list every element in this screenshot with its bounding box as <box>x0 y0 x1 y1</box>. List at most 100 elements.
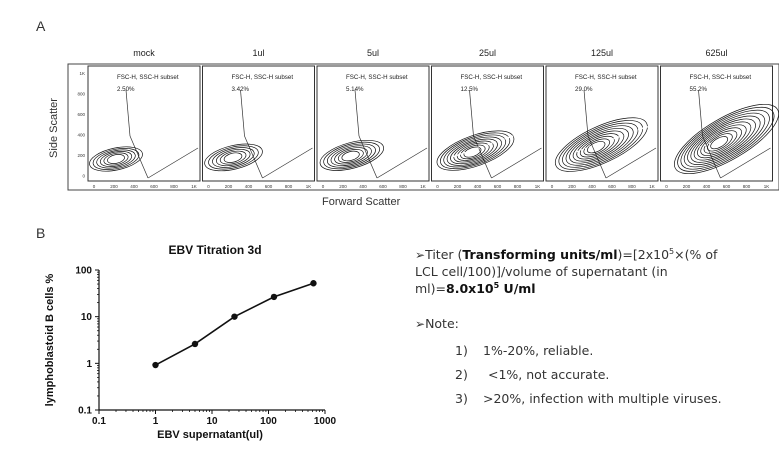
y-tick-label: 10 <box>81 312 93 323</box>
contour-ring <box>334 147 368 165</box>
contour-speck <box>597 143 599 146</box>
facs-xtick: 1K <box>420 184 426 189</box>
contour-speck <box>593 144 595 147</box>
note-label: Note: <box>425 316 459 331</box>
contour-speck <box>741 130 744 133</box>
contour-ring <box>96 149 136 169</box>
note-num: 1) <box>455 343 468 358</box>
contour-speck <box>613 137 616 140</box>
contour-ring <box>558 120 644 170</box>
facs-xtick: 400 <box>703 184 711 189</box>
facs-xtick: 0 <box>665 184 668 189</box>
facs-plot-frame <box>545 65 659 182</box>
contour-ring <box>212 147 255 168</box>
contour-ring <box>456 142 490 161</box>
contour-speck <box>453 155 455 158</box>
x-tick-label: 0.1 <box>92 416 106 427</box>
contour-ring <box>223 152 243 163</box>
facs-xtick: 200 <box>454 184 462 189</box>
contour-speck <box>727 135 730 138</box>
gate-percent: 55.2% <box>690 86 708 93</box>
y-tick-label: 0.1 <box>78 406 92 417</box>
facs-xtick: 400 <box>474 184 482 189</box>
note-text: <1%, not accurate. <box>488 367 610 382</box>
contour-speck <box>487 143 490 146</box>
contour-speck <box>504 137 507 140</box>
contour-speck <box>580 149 583 151</box>
gate-line <box>469 89 474 137</box>
contour-ring <box>99 151 133 167</box>
contour-ring <box>710 136 729 150</box>
contour-speck <box>637 128 640 131</box>
contour-speck <box>699 146 702 148</box>
contour-ring <box>697 124 747 159</box>
note-item-2: 2) <1%, not accurate. <box>455 367 609 384</box>
contour-speck <box>642 127 644 130</box>
facs-xtick: 600 <box>494 184 502 189</box>
data-point <box>191 340 199 348</box>
contour-speck <box>617 136 620 138</box>
note-item-1: 1) 1%-20%, reliable. <box>455 343 593 360</box>
gate-line <box>147 147 199 179</box>
gate-percent: 29.0% <box>575 86 593 93</box>
contour-ring <box>706 133 733 152</box>
contour-ring <box>690 118 756 163</box>
titer-line3: ml)= <box>415 281 446 297</box>
contour-speck <box>718 139 721 142</box>
facs-xtick: 800 <box>514 184 522 189</box>
contour-ring <box>450 138 498 165</box>
facs-xtick: 600 <box>608 184 616 189</box>
contour-ring <box>572 130 625 162</box>
facs-plot-1ul: 1ul 0 200 400 600 800 1K FSC-H, SSC-H subset 3.4… <box>202 48 315 189</box>
contour-ring <box>562 122 639 168</box>
data-point <box>270 293 278 301</box>
note-text: 1%-20%, reliable. <box>483 343 594 358</box>
arrow-bullet-icon: ➢ <box>415 317 426 331</box>
titration-chart: EBV Titration 3d 0.1 1 10 100 0.1 1 10 100 1000 EB… <box>44 243 337 441</box>
contour-speck <box>490 142 493 145</box>
arrow-bullet-icon: ➢ <box>415 248 426 263</box>
data-point <box>152 361 159 369</box>
titer-prefix: Titer ( <box>425 247 463 263</box>
facs-xtick: 400 <box>588 184 596 189</box>
x-tick-label: 1000 <box>314 416 337 427</box>
note-item-3: 3) >20%, infection with multiple viruses. <box>455 391 722 408</box>
contour-ring <box>680 109 770 170</box>
facs-xtick: 200 <box>339 184 347 189</box>
contour-ring <box>673 103 779 175</box>
facs-plot-25ul: 25ul 0 200 400 600 800 1K FSC-H, SSC-H subset 12… <box>431 48 544 189</box>
contour-speck <box>704 144 707 147</box>
titer-bold: Transforming units/ml <box>462 247 618 263</box>
gate-line <box>244 135 263 179</box>
contour-speck <box>629 131 632 134</box>
contour-ring <box>443 134 507 168</box>
facs-xtick: 800 <box>170 184 178 189</box>
contour-ring <box>326 143 376 168</box>
contour-ring <box>330 145 372 167</box>
gate-percent: 12.5% <box>461 86 479 93</box>
y-axis-label: lymphoblastoid B cells % <box>44 273 56 406</box>
panel-b-letter: B <box>36 225 46 241</box>
chart-title: EBV Titration 3d <box>168 243 261 257</box>
facs-sample-name: mock <box>133 48 155 58</box>
facs-xtick: 0 <box>93 184 96 189</box>
titer-result: 8.0x10 <box>446 281 494 297</box>
gate-label: FSC-H, SSC-H subset <box>575 74 637 81</box>
titer-result-sup: 5 <box>493 280 500 290</box>
gate-label: FSC-H, SSC-H subset <box>346 74 408 81</box>
facs-xtick: 800 <box>743 184 751 189</box>
facs-ytick: 0 <box>82 174 85 179</box>
titer-mid1: )=[2x10 <box>617 247 670 263</box>
note-num: 3) <box>455 391 468 406</box>
facs-xtick: 200 <box>225 184 233 189</box>
contour-speck <box>605 140 608 143</box>
titer-line2: LCL cell/100)]/volume of supernatant (in <box>415 264 668 280</box>
contour-speck <box>723 137 725 140</box>
contour-speck <box>494 141 497 144</box>
contour-speck <box>601 141 604 144</box>
note-heading: ➢Note: <box>415 316 459 333</box>
facs-ytick: 400 <box>77 133 85 138</box>
contour-ring <box>436 130 515 171</box>
facs-xtick: 400 <box>359 184 367 189</box>
note-num: 2) <box>455 367 468 382</box>
